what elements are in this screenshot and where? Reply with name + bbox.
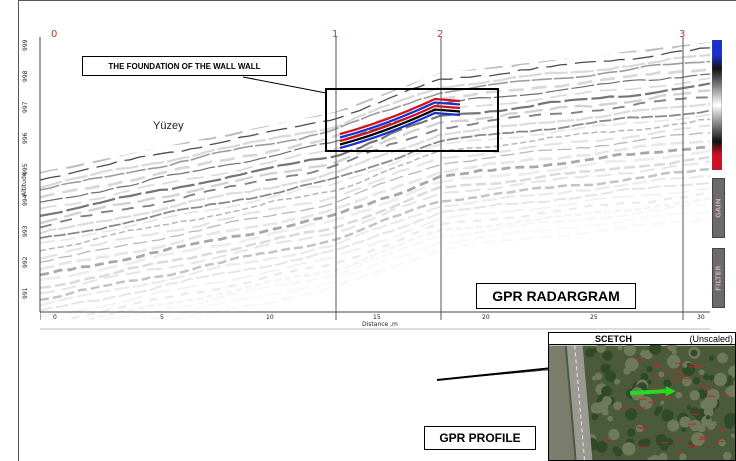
x-tick-15: 15 bbox=[373, 314, 381, 321]
y-tick-999: 999 bbox=[22, 39, 29, 51]
y-tick-994: 994 bbox=[22, 194, 29, 206]
x-axis-label: Distance ,m bbox=[362, 321, 398, 328]
marker-3: 3 bbox=[679, 29, 686, 40]
sketch-title: SCETCH bbox=[595, 333, 633, 344]
y-axis-label: Altitude bbox=[21, 172, 28, 196]
x-tick-30: 30 bbox=[697, 314, 705, 321]
x-tick-5: 5 bbox=[160, 314, 164, 321]
marker-0: 0 bbox=[51, 29, 58, 40]
x-tick-20: 20 bbox=[482, 314, 490, 321]
y-tick-991: 991 bbox=[22, 287, 29, 299]
gain-tab[interactable]: GAIN bbox=[712, 178, 725, 238]
foundation-leader-line bbox=[242, 76, 327, 94]
x-tick-25: 25 bbox=[590, 314, 598, 321]
gpr-profile-line bbox=[630, 389, 666, 396]
y-tick-997: 997 bbox=[22, 101, 29, 113]
y-tick-992: 992 bbox=[22, 256, 29, 268]
y-tick-996: 996 bbox=[22, 132, 29, 144]
y-tick-998: 998 bbox=[22, 70, 29, 82]
sketch-inset: SCETCH (Unscaled) bbox=[548, 332, 736, 461]
figure-frame bbox=[18, 0, 736, 461]
sketch-scale-note: (Unscaled) bbox=[689, 333, 733, 344]
x-tick-0: 0 bbox=[53, 314, 57, 321]
marker-2: 2 bbox=[437, 29, 444, 40]
satellite-map-image bbox=[549, 345, 735, 460]
sketch-header: SCETCH (Unscaled) bbox=[549, 333, 735, 345]
x-tick-10: 10 bbox=[266, 314, 274, 321]
gpr-profile-arrowhead bbox=[665, 386, 676, 397]
surface-label: Yüzey bbox=[153, 120, 184, 132]
amplitude-colorbar bbox=[712, 40, 722, 170]
radargram-panel bbox=[40, 37, 710, 320]
filter-tab[interactable]: FILTER bbox=[712, 248, 725, 308]
radargram-image bbox=[40, 37, 710, 320]
foundation-label: THE FOUNDATION OF THE WALL WALL bbox=[82, 56, 287, 76]
marker-1: 1 bbox=[332, 29, 339, 40]
gpr-profile-label: GPR PROFILE bbox=[424, 426, 536, 450]
y-tick-993: 993 bbox=[22, 225, 29, 237]
foundation-highlight-box bbox=[325, 88, 499, 152]
radargram-title-label: GPR RADARGRAM bbox=[476, 283, 636, 309]
